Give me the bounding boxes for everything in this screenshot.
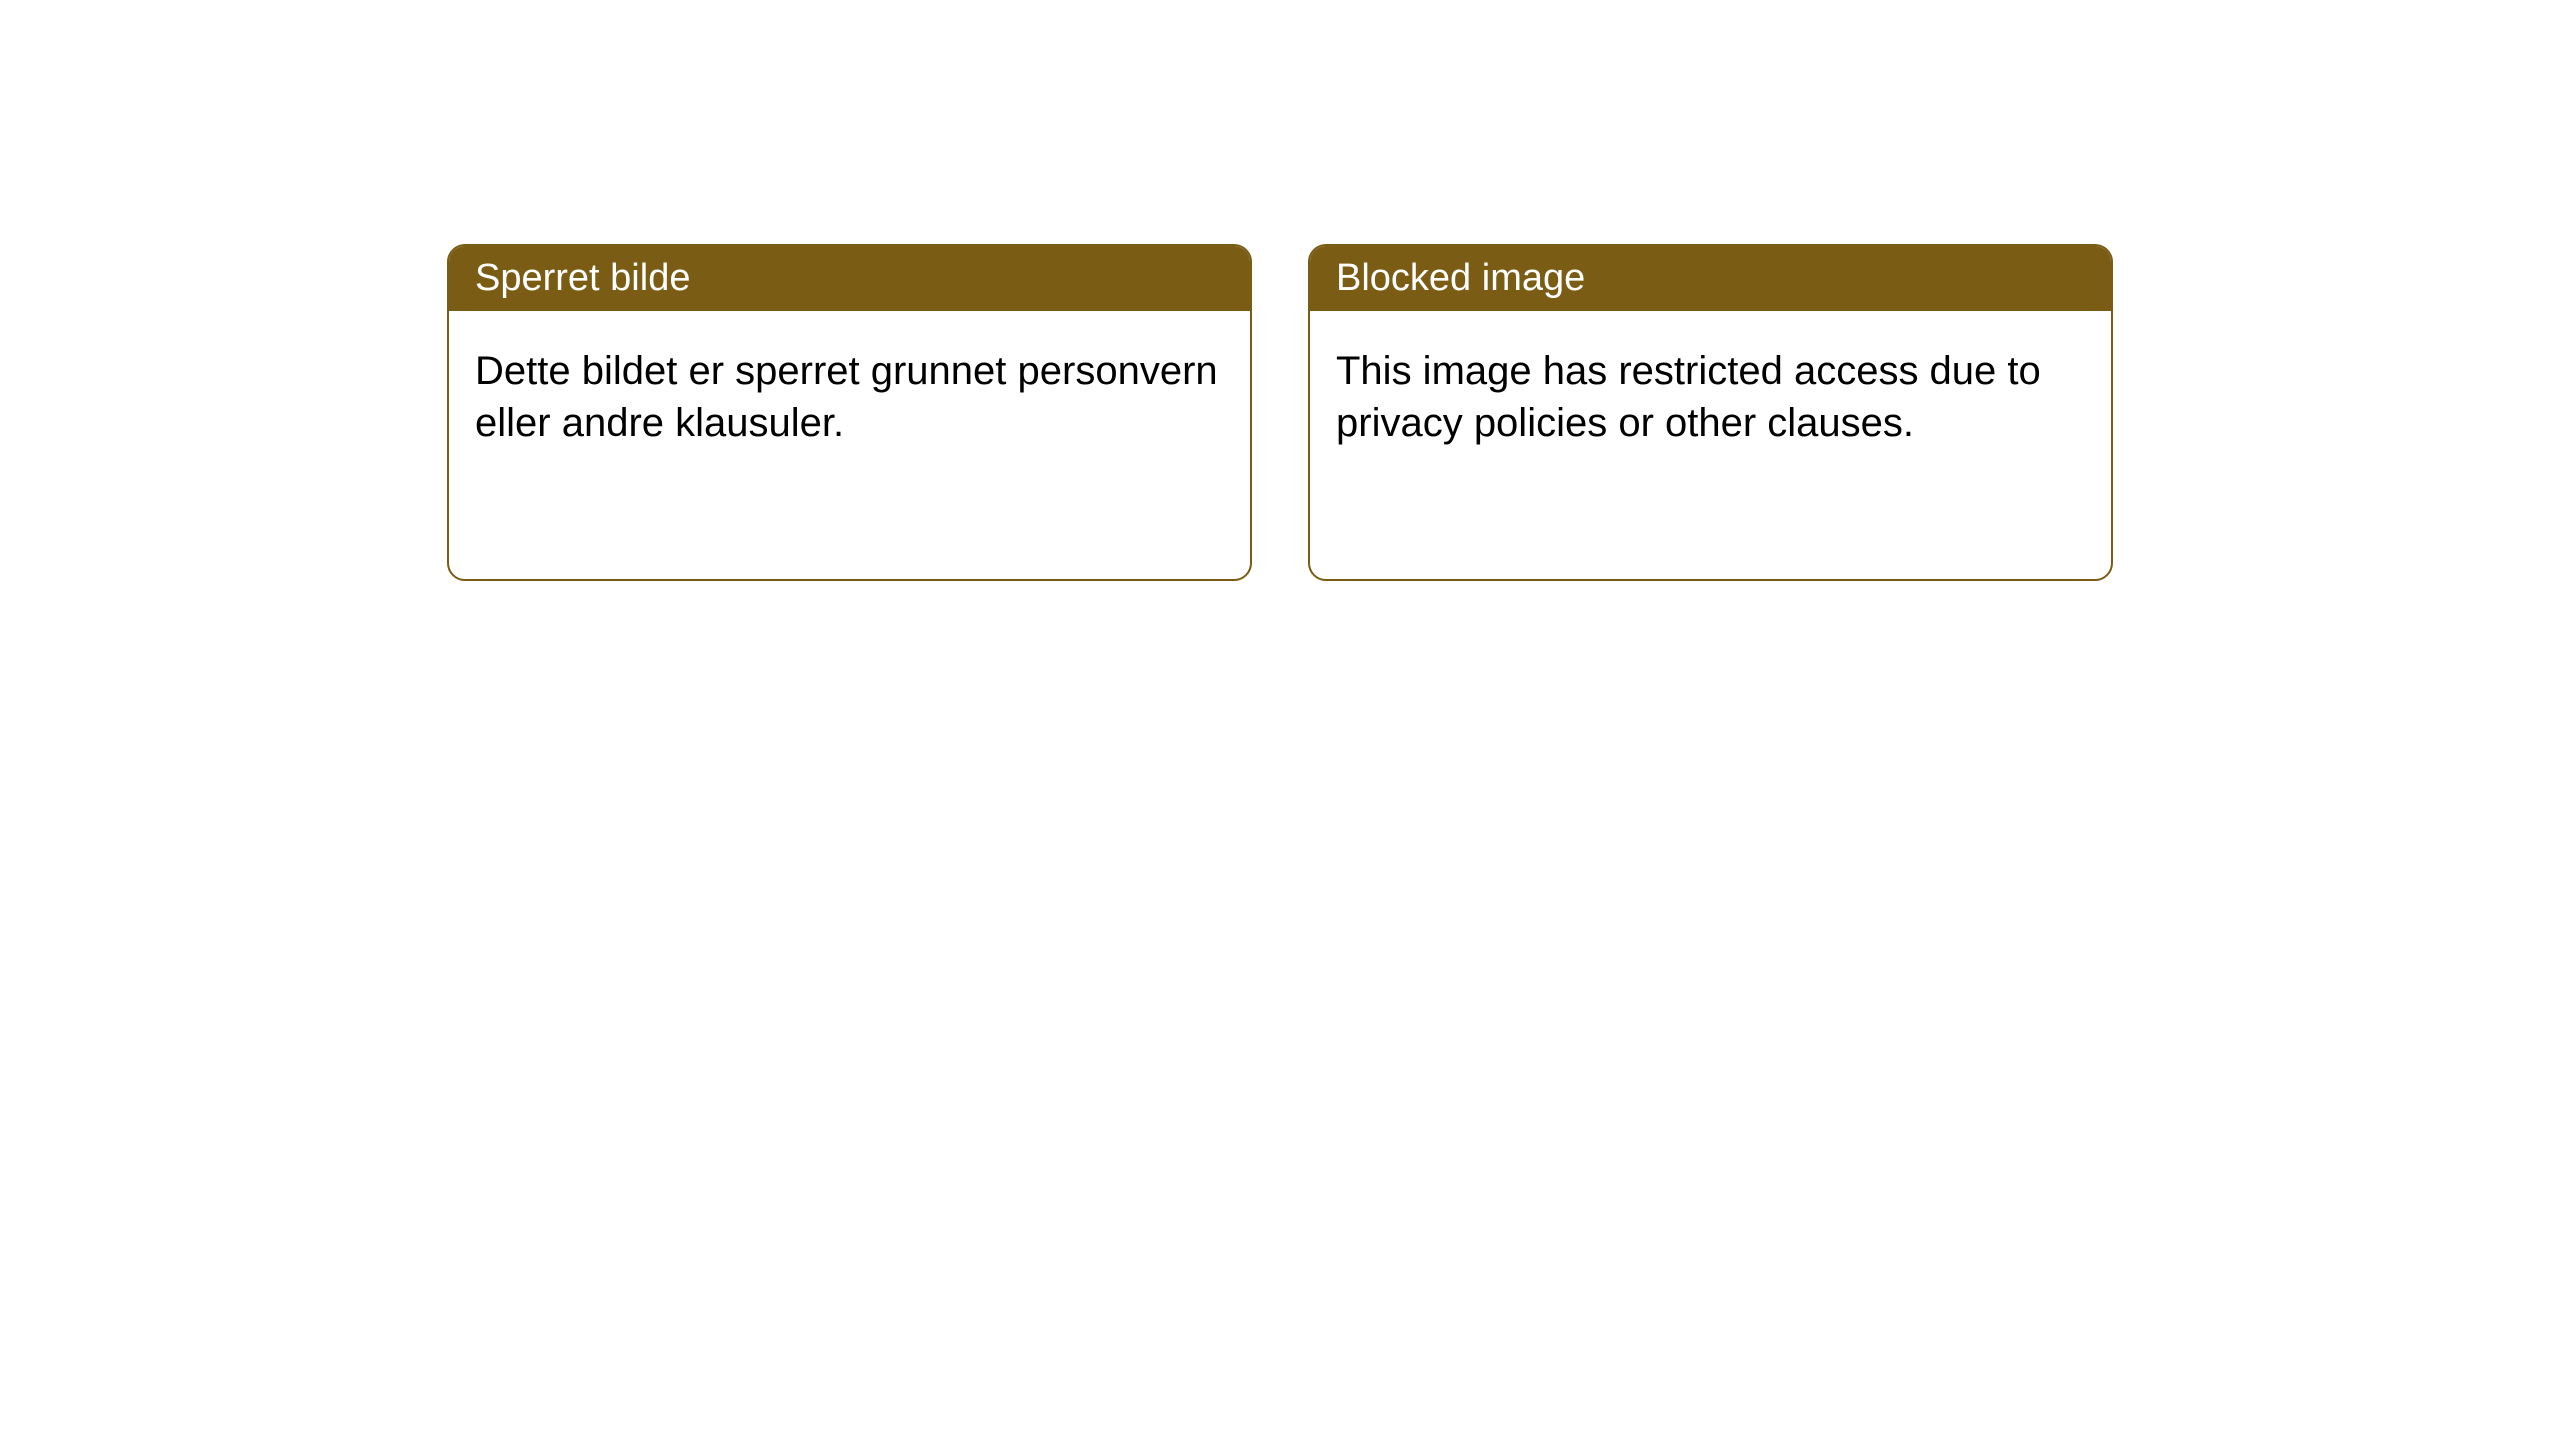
notice-title: Blocked image [1310, 246, 2111, 311]
notice-title: Sperret bilde [449, 246, 1250, 311]
notice-body: This image has restricted access due to … [1310, 311, 2111, 483]
notice-box-english: Blocked image This image has restricted … [1308, 244, 2113, 581]
notice-box-norwegian: Sperret bilde Dette bildet er sperret gr… [447, 244, 1252, 581]
notice-container: Sperret bilde Dette bildet er sperret gr… [0, 0, 2560, 581]
notice-body: Dette bildet er sperret grunnet personve… [449, 311, 1250, 483]
